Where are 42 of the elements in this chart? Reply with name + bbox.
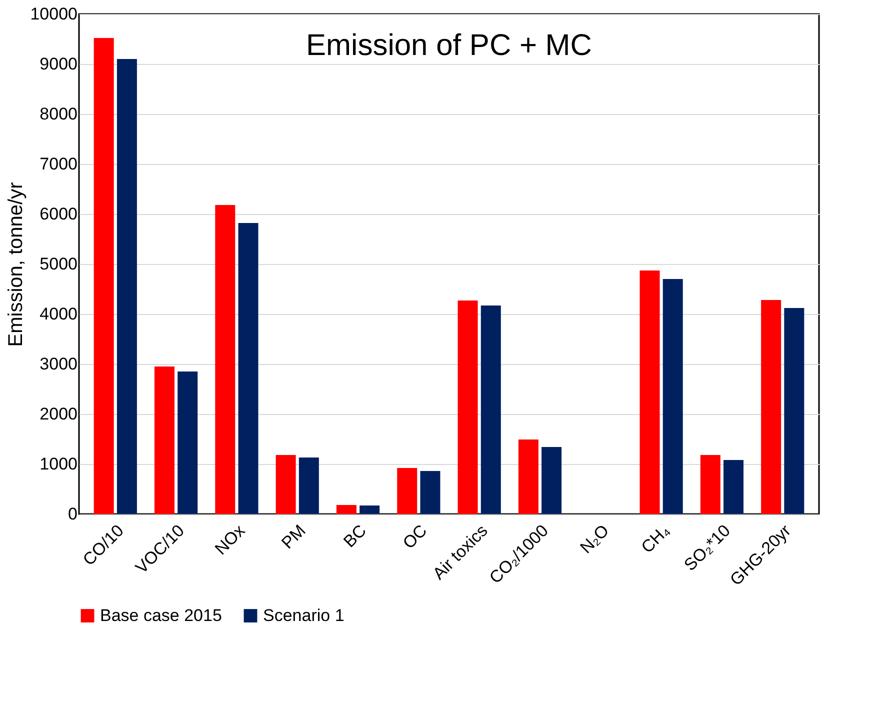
y-tick-label: 4000 — [40, 304, 78, 324]
bar — [94, 38, 114, 514]
y-tick-label: 5000 — [40, 254, 78, 274]
bar — [116, 59, 137, 514]
bar — [397, 468, 418, 514]
bar — [215, 205, 236, 514]
y-tick-label: 1000 — [40, 454, 78, 474]
y-tick-label: 3000 — [40, 354, 78, 374]
legend-label: Base case 2015 — [100, 606, 222, 625]
bar — [238, 223, 258, 514]
bar — [784, 308, 804, 514]
bar — [724, 460, 744, 514]
y-tick-label: 10000 — [30, 4, 78, 24]
bar — [662, 279, 683, 514]
bar — [542, 447, 562, 514]
bar — [336, 505, 356, 514]
x-tick-label: PM — [278, 521, 310, 553]
bar — [761, 300, 782, 514]
bar — [700, 455, 720, 514]
bar — [640, 270, 660, 514]
bar — [458, 300, 478, 514]
y-tick-label: 8000 — [40, 104, 78, 124]
y-axis-title: Emission, tonne/yr — [5, 182, 28, 347]
y-tick-label: 2000 — [40, 404, 78, 424]
x-tick-label: N₂O — [576, 521, 613, 558]
bar — [518, 440, 538, 514]
bar — [276, 455, 296, 514]
bar — [420, 471, 440, 514]
y-tick-label: 6000 — [40, 204, 78, 224]
y-tick-label: 7000 — [40, 154, 78, 174]
y-tick-label: 9000 — [40, 54, 78, 74]
x-tick-label: BC — [340, 521, 370, 552]
bar — [480, 306, 501, 514]
bar — [298, 458, 319, 514]
bar — [178, 372, 198, 514]
bar — [360, 506, 380, 514]
y-tick-label: 0 — [68, 504, 78, 524]
legend-label: Scenario 1 — [263, 606, 344, 625]
x-tick-label: CH₄ — [638, 521, 674, 557]
bar — [154, 366, 174, 514]
text: Emission of PC + MC — [306, 29, 592, 62]
x-tick-label: OC — [399, 521, 431, 553]
